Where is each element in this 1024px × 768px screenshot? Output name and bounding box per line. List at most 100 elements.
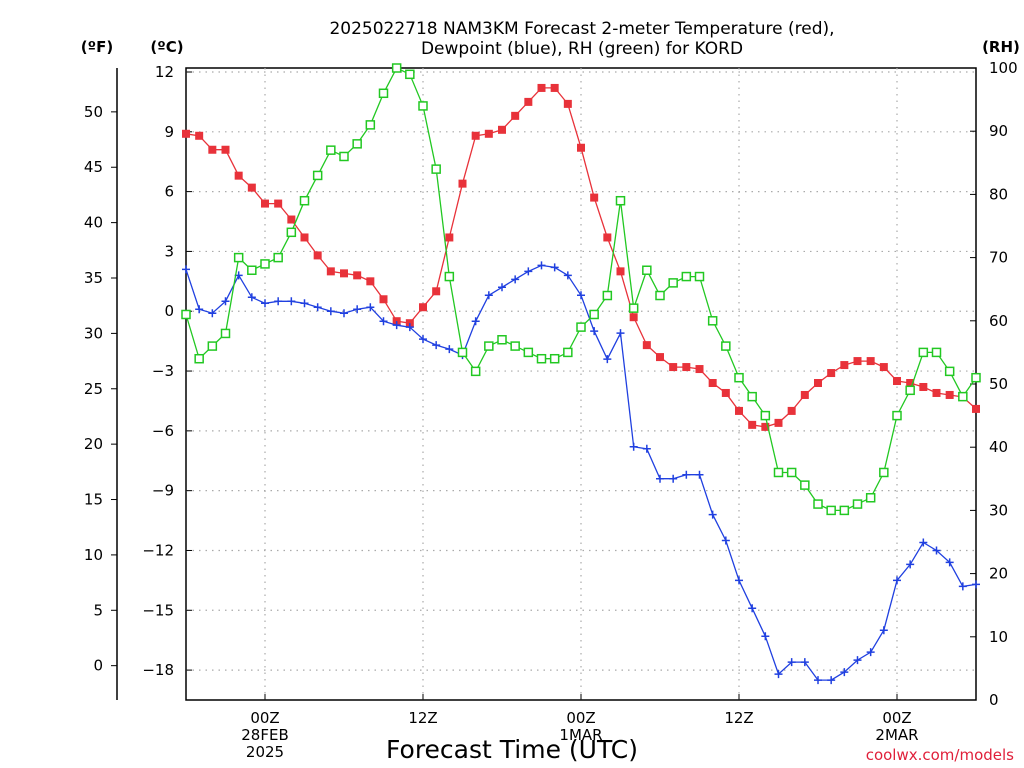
rh-point (944, 366, 955, 377)
dewpoint-point (669, 474, 678, 483)
rh-point (339, 151, 349, 162)
dewpoint-point (405, 323, 414, 332)
dewpoint-point (958, 582, 967, 591)
rh-tick-label: 40 (989, 438, 1008, 456)
rh-point (378, 88, 389, 99)
2-meter-temperature-point (484, 129, 493, 138)
rh-tick-label: 90 (989, 122, 1008, 140)
rh-point (721, 341, 731, 351)
2-meter-temperature-point (340, 269, 348, 278)
2-meter-temperature-point (721, 388, 730, 397)
dewpoint-point (853, 656, 862, 665)
rh-tick-label: 20 (989, 565, 1008, 583)
fahrenheit-tick-label: 40 (84, 214, 103, 232)
rh-tick-label: 100 (989, 59, 1018, 77)
dewpoint-point (419, 335, 427, 344)
2-meter-temperature-point (195, 131, 204, 140)
dewpoint-point (313, 303, 322, 312)
2-meter-temperature-point (669, 363, 678, 372)
2-meter-temperature-point (761, 422, 770, 431)
rh-point (444, 271, 455, 282)
2-meter-temperature-point (563, 99, 572, 108)
rh-point (918, 347, 929, 358)
2-meter-temperature-point (800, 390, 809, 399)
2-meter-temperature-point (182, 129, 190, 138)
rh-point (365, 120, 376, 130)
rh-tick-label: 0 (989, 691, 999, 709)
dewpoint-point (735, 576, 743, 585)
rh-point (707, 316, 718, 326)
dewpoint-point (932, 546, 941, 555)
2-meter-temperature-point (735, 406, 743, 415)
time-tick-label: 1MAR (559, 726, 602, 744)
x-axis-label: Forecast Time (UTC) (386, 735, 638, 764)
dewpoint-point (366, 303, 375, 312)
rh-point (852, 499, 863, 509)
2-meter-temperature-point (366, 277, 375, 286)
fahrenheit-tick-label: 0 (93, 657, 103, 675)
rh-point (800, 480, 810, 490)
dewpoint-point (287, 297, 296, 306)
title-line-2: Dewpoint (blue), RH (green) for KORD (421, 39, 743, 59)
celsius-tick-label: −15 (142, 601, 174, 619)
2-meter-temperature-point (972, 404, 980, 413)
dewpoint-point (603, 355, 612, 364)
2-meter-temperature-point (419, 303, 427, 312)
dewpoint-point (866, 648, 875, 657)
dewpoint-point (840, 668, 849, 677)
rh-point (326, 145, 336, 155)
rh-point (681, 271, 692, 282)
2-meter-temperature-point (866, 357, 875, 366)
rh-point (734, 372, 744, 383)
rh-point (181, 309, 191, 320)
rh-point (457, 347, 468, 358)
2-meter-temperature-point (524, 97, 533, 106)
fahrenheit-tick-label: 15 (84, 491, 103, 509)
rh-tick-label: 60 (989, 312, 1008, 330)
rh-point (510, 341, 520, 351)
2-meter-temperature-point (629, 313, 638, 322)
rh-point (431, 164, 441, 174)
dewpoint-point (247, 293, 256, 302)
rh-point (773, 467, 784, 478)
dewpoint-point (629, 442, 638, 451)
2-meter-temperature-point (879, 363, 888, 372)
dewpoint-point (906, 560, 915, 569)
dewpoint-point (471, 317, 480, 326)
dewpoint-point (827, 676, 836, 685)
rh-point (589, 309, 599, 320)
rh-point (668, 278, 678, 288)
dewpoint-point (392, 321, 401, 330)
rh-point (273, 252, 283, 263)
2-meter-temperature-point (919, 382, 928, 391)
fahrenheit-unit-label: (ºF) (81, 38, 113, 56)
rh-point (958, 391, 968, 402)
dewpoint-point (326, 307, 335, 316)
2-meter-temperature-point (827, 369, 836, 378)
dewpoint-point (484, 291, 493, 300)
2-meter-temperature-point (550, 83, 559, 92)
dewpoint-point (524, 267, 533, 276)
dewpoint-point (800, 658, 809, 667)
rh-point (312, 170, 323, 181)
dewpoint-point (221, 297, 230, 306)
dewpoint-point (445, 345, 454, 354)
2-meter-temperature-point (458, 179, 467, 188)
chart-title: 2025022718 NAM3KM Forecast 2-meter Tempe… (329, 19, 834, 59)
credit-text: coolwx.com/models (866, 746, 1014, 764)
rh-unit-label: (RH) (982, 38, 1020, 56)
2-meter-temperature-point (603, 233, 612, 242)
dewpoint-point (972, 580, 980, 589)
celsius-unit-label: (ºC) (150, 38, 183, 56)
celsius-tick-label: −6 (152, 422, 174, 440)
data-series (181, 63, 981, 685)
dewpoint-point (550, 263, 559, 272)
fahrenheit-tick-label: 20 (84, 435, 103, 453)
plot-frame (185, 67, 977, 701)
fahrenheit-tick-label: 45 (84, 158, 103, 176)
rh-point (971, 372, 981, 383)
2-meter-temperature-point (511, 111, 520, 120)
rh-point (760, 410, 771, 421)
dewpoint-point (787, 658, 796, 667)
